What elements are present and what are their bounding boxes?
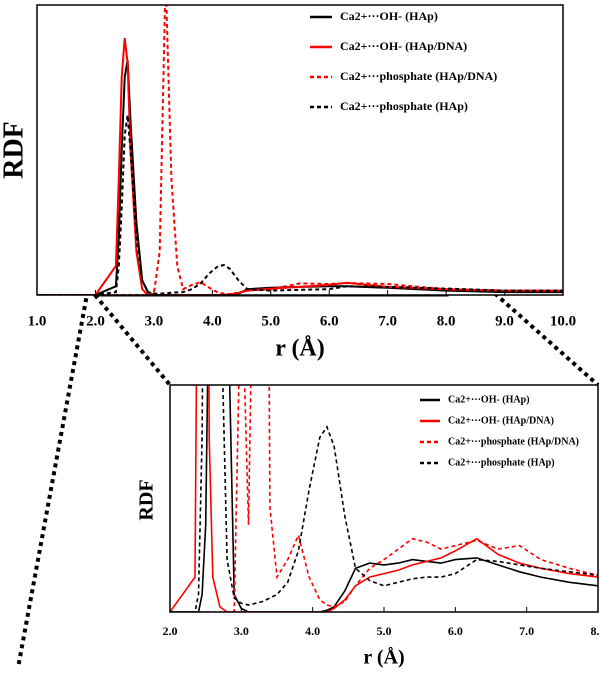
plot-lines xyxy=(37,5,563,295)
x-tick-label: 5.0 xyxy=(377,624,392,638)
legend-label: Ca2+···phosphate (HAp/DNA) xyxy=(340,69,497,83)
x-tick-label: 8.0 xyxy=(591,624,600,638)
plot-lines xyxy=(170,385,598,612)
y-axis-label: RDF xyxy=(136,479,158,520)
plot-area xyxy=(37,5,563,295)
x-tick-label: 5.0 xyxy=(261,313,280,329)
x-tick-label: 6.0 xyxy=(320,313,339,329)
x-axis-label: r (Å) xyxy=(363,646,404,669)
legend-label: Ca2+···phosphate (HAp) xyxy=(340,99,468,113)
rdf-line xyxy=(37,115,563,295)
legend-label: Ca2+···phosphate (HAp) xyxy=(448,457,555,468)
x-tick-label: 1.0 xyxy=(28,313,47,329)
x-tick-label: 2.0 xyxy=(163,624,178,638)
legend-label: Ca2+···OH- (HAp) xyxy=(448,394,530,405)
x-tick-label: 3.0 xyxy=(234,624,249,638)
plot-frame xyxy=(169,384,599,613)
x-tick-label: 9.0 xyxy=(495,313,514,329)
legend-label: Ca2+···phosphate (HAp/DNA) xyxy=(448,436,579,447)
rdf-line xyxy=(37,37,563,295)
x-tick-label: 7.0 xyxy=(519,624,534,638)
rdf-line xyxy=(170,385,598,612)
rdf-line xyxy=(170,385,598,612)
legend-label: Ca2+···OH- (HAp/DNA) xyxy=(448,415,554,426)
x-tick-label: 10.0 xyxy=(550,313,576,329)
legend-label: Ca2+···OH- (HAp) xyxy=(340,9,438,23)
y-axis-label: RDF xyxy=(0,121,29,179)
zoom-connector xyxy=(93,293,172,387)
plot-frame xyxy=(36,4,564,296)
x-tick-label: 6.0 xyxy=(448,624,463,638)
x-tick-label: 4.0 xyxy=(203,313,222,329)
x-tick-label: 3.0 xyxy=(145,313,164,329)
x-axis-label: r (Å) xyxy=(275,336,325,362)
rdf-line xyxy=(37,5,563,295)
x-tick-label: 2.0 xyxy=(86,313,105,329)
rdf-line xyxy=(170,385,598,612)
x-tick-label: 8.0 xyxy=(437,313,456,329)
rdf-line xyxy=(170,385,598,612)
zoom-connector xyxy=(16,250,97,669)
x-tick-label: 7.0 xyxy=(378,313,397,329)
x-tick-label: 4.0 xyxy=(305,624,320,638)
legend-label: Ca2+···OH- (HAp/DNA) xyxy=(340,39,467,53)
